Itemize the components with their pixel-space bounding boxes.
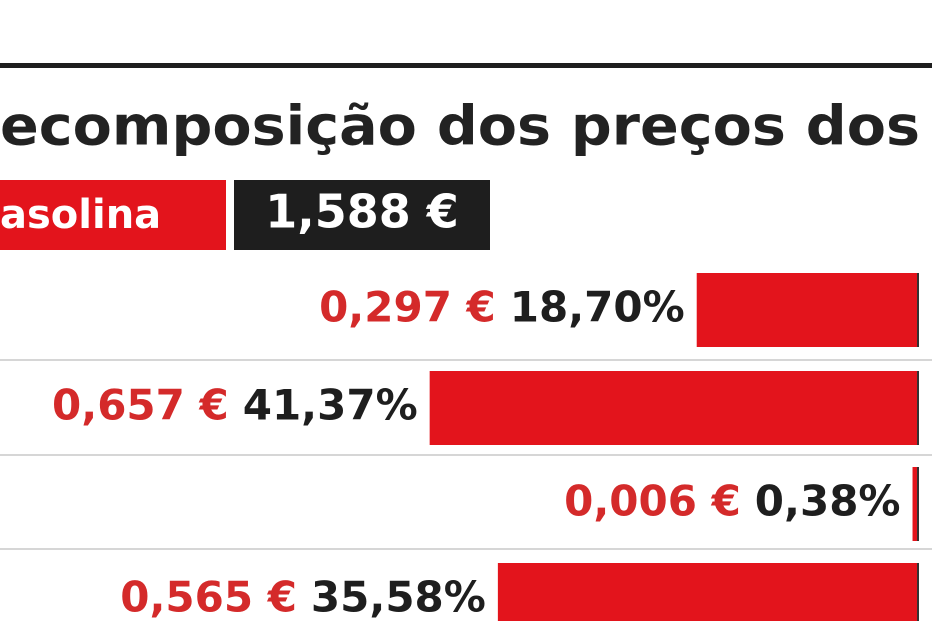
percent-label: 18,70%: [510, 283, 685, 332]
bar: [696, 273, 917, 347]
bar: [912, 467, 917, 541]
chart-title: ecomposição dos preços dos: [0, 95, 920, 158]
label-box: [0, 180, 226, 250]
amount-label: 0,565 €: [120, 573, 297, 621]
bar-edge: [917, 371, 919, 445]
bar: [497, 563, 917, 621]
amount-label: 0,657 €: [52, 381, 229, 430]
amount-label: 0,006 €: [564, 477, 741, 526]
bar-edge: [917, 273, 919, 347]
total-label: 1,588 €: [265, 185, 459, 239]
total-box: [234, 180, 490, 250]
bar-edge: [917, 563, 919, 621]
percent-label: 35,58%: [311, 573, 486, 621]
percent-label: 0,38%: [755, 477, 901, 526]
percent-label: 41,37%: [243, 381, 418, 430]
fuel-label: asolina: [0, 192, 161, 238]
bar: [429, 371, 917, 445]
bar-edge: [917, 467, 919, 541]
amount-label: 0,297 €: [319, 283, 496, 332]
top-rule: [0, 63, 932, 68]
